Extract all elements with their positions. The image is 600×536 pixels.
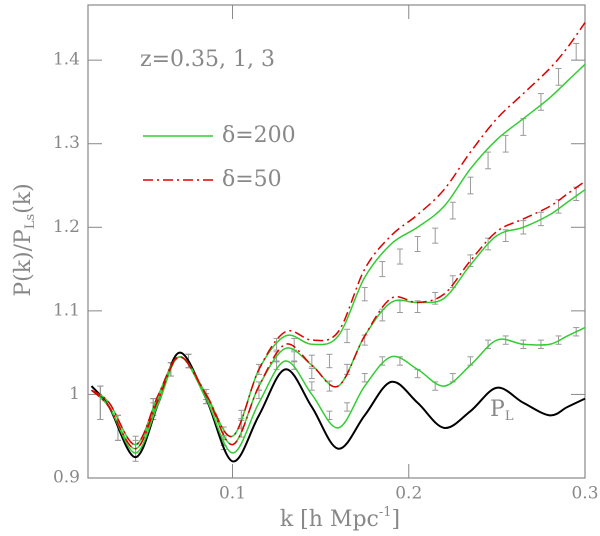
y-tick-label: 0.9: [53, 468, 80, 488]
error-bar: [485, 151, 492, 170]
linear-label: PL: [490, 397, 514, 424]
error-bar: [326, 380, 333, 392]
model-curve: [91, 22, 586, 446]
x-axis-label: k [h Mpc-1]: [280, 505, 400, 533]
error-bar: [573, 42, 580, 61]
error-bar: [414, 235, 421, 253]
x-tick-label: 0.2: [395, 484, 422, 504]
error-bar: [555, 68, 562, 86]
model-curve: [91, 180, 586, 450]
error-bar: [379, 261, 386, 278]
error-bar: [361, 286, 368, 302]
model-curve: [91, 326, 586, 454]
x-tick-label: 0.1: [219, 484, 246, 504]
y-tick-label: 1.4: [53, 50, 80, 70]
error-bar: [396, 300, 403, 314]
y-tick-label: 1.3: [53, 133, 80, 153]
error-bar: [449, 201, 456, 220]
error-bar: [291, 351, 298, 363]
error-bar: [467, 176, 474, 195]
error-bar: [344, 328, 351, 344]
error-bar: [396, 248, 403, 265]
error-bar: [308, 368, 315, 380]
error-bar: [97, 385, 104, 421]
error-bar: [432, 227, 439, 244]
legend-label: δ=200: [222, 123, 296, 148]
error-bar: [537, 93, 544, 111]
error-bar: [344, 402, 351, 412]
y-tick-label: 1.2: [53, 217, 80, 237]
y-axis-label: P(k)/PLs(k): [11, 183, 38, 296]
legend-label: δ=50: [222, 167, 282, 192]
y-tick-label: 1.1: [53, 300, 80, 320]
error-bar: [326, 353, 333, 369]
y-tick-label: 1: [69, 384, 80, 404]
plot-frame: [87, 4, 586, 479]
linear-curve: [90, 351, 586, 463]
error-bar: [308, 381, 315, 391]
annotation: z=0.35, 1, 3: [140, 47, 275, 72]
model-curve: [91, 63, 586, 446]
linear-label-sub: L: [505, 409, 514, 424]
x-tick-label: 0.3: [571, 484, 598, 504]
error-bar: [502, 134, 509, 153]
error-bar: [361, 373, 368, 383]
linear-label-main: P: [490, 397, 505, 422]
